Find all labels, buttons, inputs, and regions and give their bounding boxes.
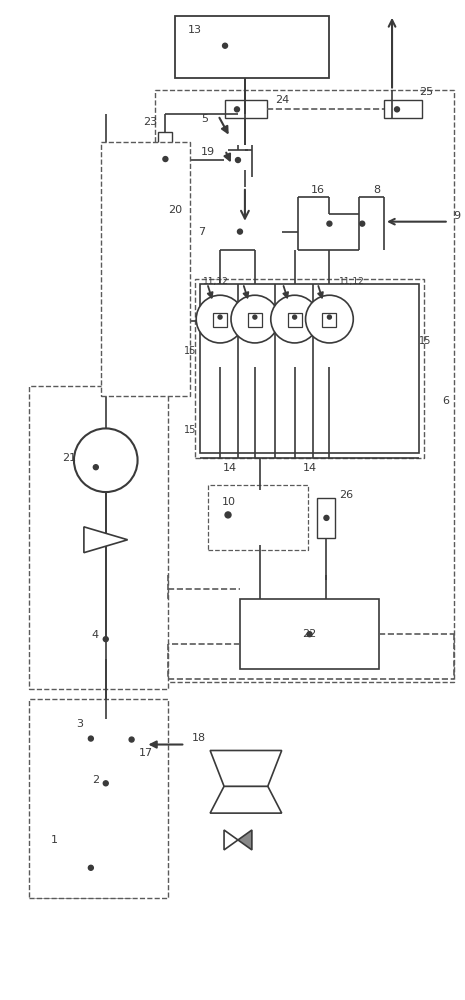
Circle shape — [327, 315, 332, 319]
Circle shape — [103, 637, 108, 642]
Bar — [129, 735, 140, 745]
Bar — [213, 313, 227, 327]
Bar — [288, 313, 302, 327]
Bar — [318, 498, 335, 538]
Bar — [69, 719, 129, 766]
Text: 20: 20 — [168, 205, 182, 215]
Polygon shape — [224, 830, 238, 850]
Polygon shape — [210, 750, 282, 786]
Text: 5: 5 — [202, 114, 209, 124]
Text: 9: 9 — [454, 211, 461, 221]
Circle shape — [394, 107, 399, 112]
Circle shape — [327, 221, 332, 226]
Text: 25: 25 — [419, 87, 433, 97]
Circle shape — [271, 295, 319, 343]
Circle shape — [88, 865, 93, 870]
Bar — [36, 828, 131, 898]
Circle shape — [231, 295, 279, 343]
Text: 7: 7 — [198, 227, 205, 237]
Text: 6: 6 — [442, 396, 449, 406]
Circle shape — [235, 158, 240, 163]
Bar — [200, 284, 419, 453]
Text: 23: 23 — [143, 117, 158, 127]
Text: 15: 15 — [184, 346, 196, 356]
Circle shape — [306, 295, 353, 343]
Circle shape — [218, 315, 222, 319]
Polygon shape — [210, 786, 282, 813]
Bar — [208, 485, 307, 550]
Circle shape — [103, 781, 108, 786]
Circle shape — [234, 107, 239, 112]
Text: 1: 1 — [51, 835, 58, 845]
Text: 17: 17 — [139, 748, 153, 758]
Circle shape — [307, 632, 312, 637]
Circle shape — [253, 315, 257, 319]
Bar — [175, 16, 329, 78]
Circle shape — [225, 512, 231, 518]
Bar — [248, 313, 262, 327]
Bar — [384, 100, 422, 118]
Bar — [240, 599, 379, 669]
Circle shape — [238, 229, 242, 234]
Bar — [215, 490, 299, 545]
Circle shape — [223, 43, 227, 48]
Text: 3: 3 — [76, 719, 83, 729]
Circle shape — [196, 295, 244, 343]
Text: 21: 21 — [62, 453, 76, 463]
Text: 18: 18 — [192, 733, 206, 743]
Text: 15: 15 — [184, 425, 196, 435]
Bar — [155, 90, 454, 682]
Text: 4: 4 — [92, 630, 99, 640]
Bar — [225, 100, 267, 118]
Text: 22: 22 — [302, 629, 317, 639]
Circle shape — [292, 315, 297, 319]
Circle shape — [93, 465, 98, 470]
Text: 11;12: 11;12 — [339, 277, 365, 286]
Text: 13: 13 — [188, 25, 202, 35]
Bar — [101, 142, 190, 396]
Circle shape — [360, 221, 365, 226]
Text: 26: 26 — [339, 490, 353, 500]
Text: 16: 16 — [311, 185, 325, 195]
Bar — [29, 386, 168, 689]
Circle shape — [74, 428, 138, 492]
Bar — [195, 279, 424, 458]
Circle shape — [129, 737, 134, 742]
Text: 11;12: 11;12 — [203, 277, 229, 286]
Text: 10: 10 — [222, 497, 236, 507]
Bar — [322, 313, 336, 327]
Circle shape — [324, 515, 329, 520]
Text: 19: 19 — [201, 147, 215, 157]
Text: 2: 2 — [92, 775, 99, 785]
Text: 14: 14 — [302, 463, 317, 473]
Text: 14: 14 — [223, 463, 237, 473]
Bar — [29, 699, 168, 898]
Polygon shape — [84, 527, 127, 553]
Circle shape — [163, 157, 168, 162]
Polygon shape — [238, 830, 252, 850]
Bar — [159, 132, 173, 167]
Text: 8: 8 — [373, 185, 381, 195]
Text: 24: 24 — [275, 95, 289, 105]
Text: 15: 15 — [419, 336, 431, 346]
Circle shape — [88, 736, 93, 741]
